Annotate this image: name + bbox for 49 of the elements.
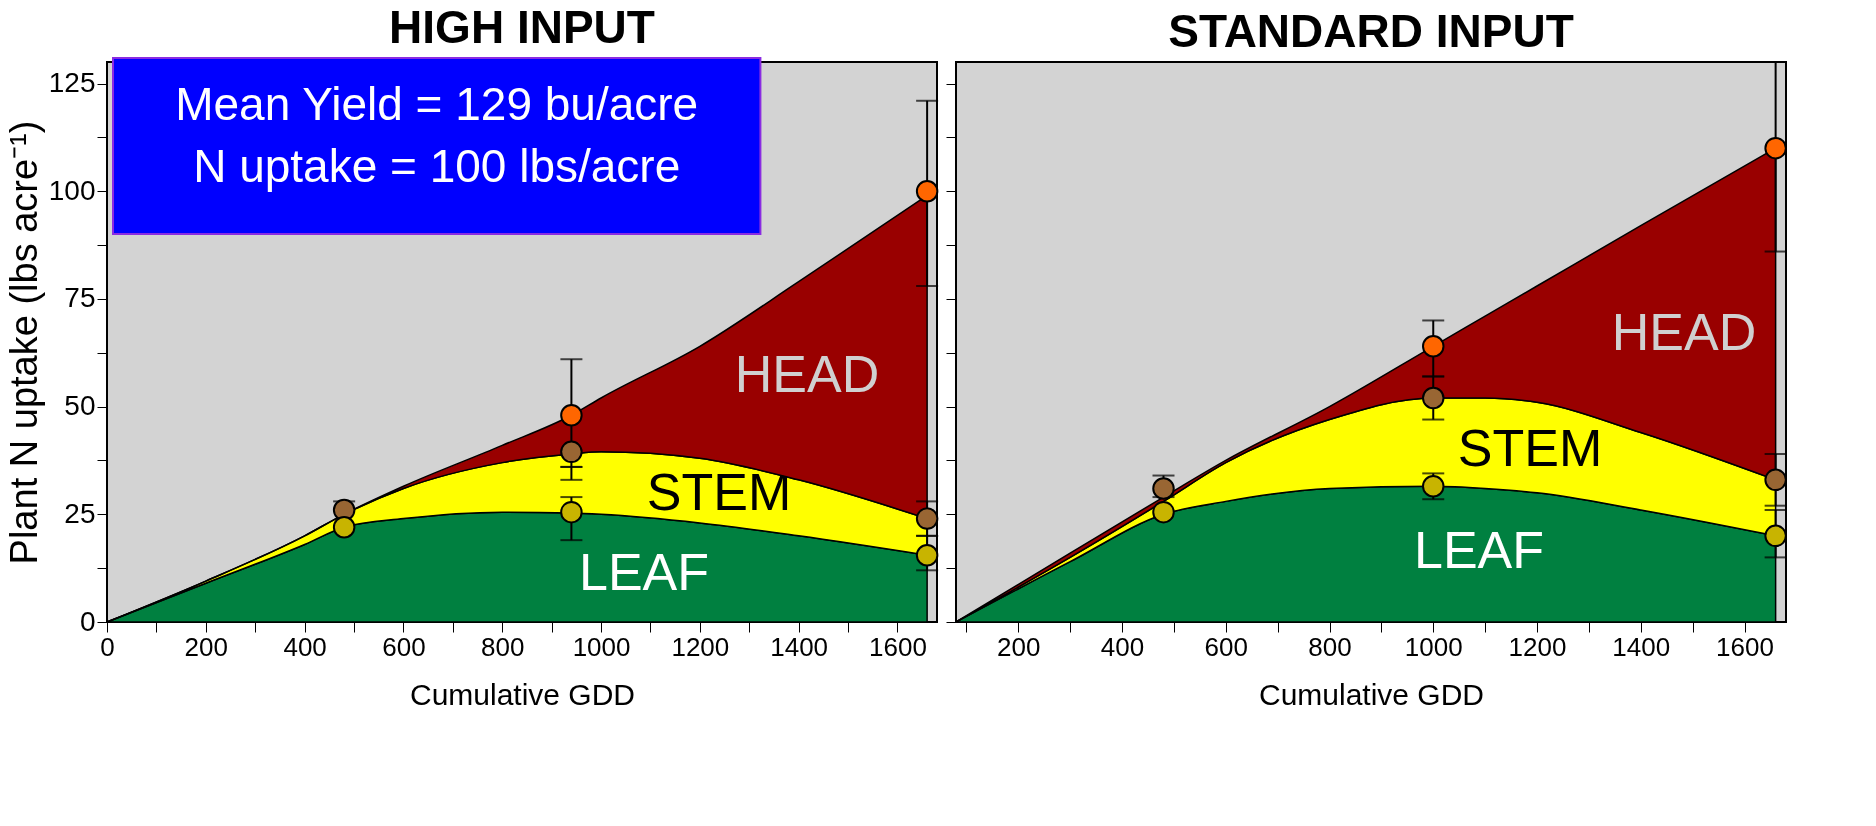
x-tick-label: 200 — [184, 631, 228, 662]
x-tick-label: 1400 — [1612, 631, 1671, 662]
x-tick-label: 1600 — [1716, 631, 1774, 662]
point — [915, 180, 939, 203]
y-tick-label: 50 — [64, 390, 96, 422]
y-tick-label: 75 — [64, 282, 96, 314]
annotation: N uptake = 100 lbs/acre — [193, 140, 681, 192]
point — [1764, 468, 1787, 492]
x-tick-label: 0 — [100, 631, 115, 662]
series-label: STEM — [1457, 419, 1603, 477]
point — [560, 500, 583, 524]
x-tick-label: 400 — [1100, 631, 1145, 662]
point — [332, 516, 356, 539]
x-tick-label: 800 — [1308, 631, 1352, 662]
series-label: LEAF — [578, 543, 710, 601]
chart-title: STANDARD INPUT — [1168, 5, 1574, 57]
annotation: Mean Yield = 129 bu/acre — [175, 78, 699, 130]
x-tick-label: 1600 — [869, 631, 927, 662]
y-tick-label: 0 — [79, 605, 96, 637]
x-axis-title: Cumulative GDD — [409, 677, 636, 711]
legend-label: HEAD — [734, 345, 880, 403]
y-tick-label: 25 — [64, 497, 96, 529]
x-tick-label: 1200 — [1508, 631, 1567, 662]
x-tick-label: 800 — [481, 631, 525, 662]
point — [915, 507, 939, 530]
y-tick-label: 125 — [48, 67, 96, 99]
y-tick-label: 100 — [48, 174, 96, 206]
x-tick-label: 600 — [382, 631, 426, 662]
y-axis-title: Plant N uptake (lbs acre⁻¹) — [2, 120, 45, 565]
x-tick-label: 200 — [997, 631, 1041, 662]
x-tick-label: 1200 — [671, 631, 730, 662]
point — [1422, 386, 1445, 410]
point — [1152, 500, 1175, 524]
x-tick-label: 1000 — [572, 631, 631, 662]
x-tick-label: 600 — [1204, 631, 1248, 662]
x-tick-label: 1400 — [770, 631, 829, 662]
point — [1764, 524, 1787, 548]
series-label: HEAD — [1611, 303, 1757, 361]
x-tick-label: 400 — [283, 631, 327, 662]
x-tick-label: 1000 — [1404, 631, 1463, 662]
series-label: LEAF — [1413, 521, 1545, 579]
point — [560, 404, 583, 427]
series-label: STEM — [646, 463, 792, 521]
point — [1422, 335, 1445, 358]
point — [560, 440, 583, 464]
x-axis-title: Cumulative GDD — [1258, 677, 1485, 711]
point — [1764, 136, 1787, 160]
point — [915, 544, 939, 567]
chart-title: HIGH INPUT — [389, 1, 655, 53]
